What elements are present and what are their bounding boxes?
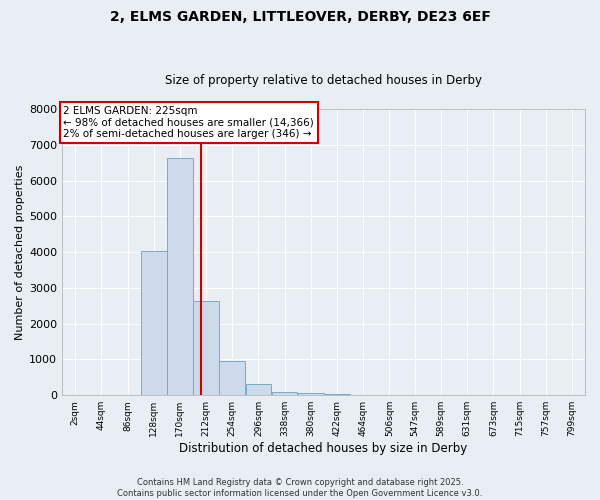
Bar bbox=[245, 384, 271, 395]
Text: 2 ELMS GARDEN: 225sqm
← 98% of detached houses are smaller (14,366)
2% of semi-d: 2 ELMS GARDEN: 225sqm ← 98% of detached … bbox=[64, 106, 314, 140]
Bar bbox=[141, 252, 167, 395]
Bar bbox=[298, 394, 323, 395]
Bar bbox=[193, 302, 219, 395]
Bar bbox=[167, 158, 193, 395]
X-axis label: Distribution of detached houses by size in Derby: Distribution of detached houses by size … bbox=[179, 442, 468, 455]
Text: Contains HM Land Registry data © Crown copyright and database right 2025.
Contai: Contains HM Land Registry data © Crown c… bbox=[118, 478, 482, 498]
Bar bbox=[220, 361, 245, 395]
Title: Size of property relative to detached houses in Derby: Size of property relative to detached ho… bbox=[165, 74, 482, 87]
Bar bbox=[272, 392, 298, 395]
Y-axis label: Number of detached properties: Number of detached properties bbox=[15, 164, 25, 340]
Bar bbox=[324, 394, 350, 395]
Text: 2, ELMS GARDEN, LITTLEOVER, DERBY, DE23 6EF: 2, ELMS GARDEN, LITTLEOVER, DERBY, DE23 … bbox=[110, 10, 490, 24]
